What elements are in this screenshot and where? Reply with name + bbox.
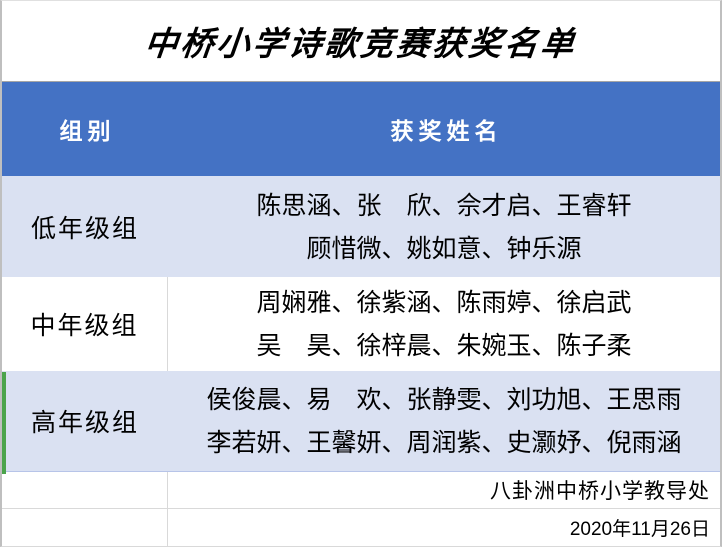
- names-line-2: 吴 昊、徐梓晨、朱婉玉、陈子柔: [256, 331, 632, 360]
- issuer-text: 八卦洲中桥小学教导处: [490, 479, 710, 503]
- footer-date-row: 2020年11月26日: [2, 508, 720, 546]
- page-title: 中桥小学诗歌竞赛获奖名单: [142, 24, 579, 63]
- date-text: 2020年11月26日: [569, 519, 710, 540]
- names-line-1: 侯俊晨、易 欢、张静雯、刘功旭、王思雨: [206, 385, 682, 414]
- table-row-middle: 中年级组 周娴雅、徐紫涵、陈雨婷、徐启武 吴 昊、徐梓晨、朱婉玉、陈子柔: [2, 277, 720, 371]
- group-cell: 高年级组: [30, 408, 139, 437]
- names-line-2: 李若妍、王馨妍、周润紫、史灏妤、倪雨涵: [206, 428, 682, 457]
- title-row: 中桥小学诗歌竞赛获奖名单: [2, 1, 720, 82]
- header-cell-group: 组别: [59, 119, 116, 145]
- footer-date-cell: 2020年11月26日: [168, 509, 720, 546]
- header-cell-names: 获奖姓名: [390, 119, 503, 145]
- table-row-senior: 高年级组 侯俊晨、易 欢、张静雯、刘功旭、王思雨 李若妍、王馨妍、周润紫、史灏妤…: [2, 371, 720, 471]
- footer-empty-cell: [2, 472, 168, 508]
- names-cell: 陈思涵、张 欣、佘才启、王睿轩 顾惜微、姚如意、钟乐源: [168, 176, 720, 277]
- names-line-1: 周娴雅、徐紫涵、陈雨婷、徐启武: [256, 288, 632, 317]
- table-header-row: 组别 获奖姓名: [2, 82, 720, 176]
- group-cell: 低年级组: [30, 213, 139, 243]
- names-cell: 周娴雅、徐紫涵、陈雨婷、徐启武 吴 昊、徐梓晨、朱婉玉、陈子柔: [168, 277, 720, 371]
- row-selection-indicator: [2, 372, 6, 474]
- footer-issuer-cell: 八卦洲中桥小学教导处: [168, 472, 720, 508]
- names-cell: 侯俊晨、易 欢、张静雯、刘功旭、王思雨 李若妍、王馨妍、周润紫、史灏妤、倪雨涵: [168, 371, 720, 471]
- table-row-junior: 低年级组 陈思涵、张 欣、佘才启、王睿轩 顾惜微、姚如意、钟乐源: [2, 176, 720, 277]
- footer-issuer-row: 八卦洲中桥小学教导处: [2, 471, 720, 508]
- group-cell: 中年级组: [2, 277, 168, 371]
- names-line-2: 顾惜微、姚如意、钟乐源: [306, 233, 582, 263]
- footer-empty-cell: [2, 509, 168, 546]
- names-line-1: 陈思涵、张 欣、佘才启、王睿轩: [256, 190, 632, 220]
